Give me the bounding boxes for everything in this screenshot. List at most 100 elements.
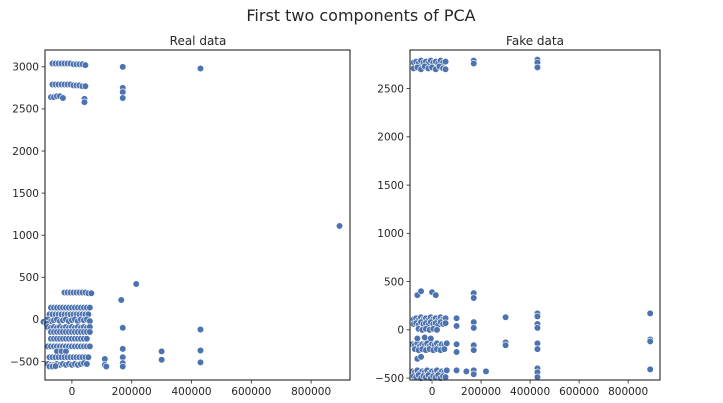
real-data-point — [51, 362, 60, 370]
real-data-y-tick-label: 1000 — [12, 230, 39, 242]
real-data-point — [196, 325, 205, 334]
fake-data-point — [470, 59, 478, 68]
fake-data-point — [421, 333, 429, 342]
fake-data-point — [470, 294, 478, 302]
real-data-point — [87, 289, 95, 297]
fake-data-point — [441, 319, 450, 327]
real-data-title: Real data — [170, 34, 227, 48]
real-data-point — [158, 356, 166, 364]
real-data-point — [81, 61, 89, 69]
real-data-y-tick-label: 500 — [19, 272, 39, 284]
real-data-y-tick-label: 0 — [32, 314, 39, 326]
fake-data-point — [533, 63, 542, 71]
real-data-point — [86, 328, 94, 336]
real-data-point — [83, 335, 91, 343]
fake-data-x-tick-label: 0 — [429, 386, 436, 398]
fake-data-point — [646, 337, 654, 346]
fake-data-x-tick-label: 800000 — [608, 386, 648, 398]
real-data-point — [84, 353, 92, 361]
fake-data-y-tick-label: 2000 — [377, 132, 404, 144]
fake-data-point — [413, 334, 421, 343]
fake-data-point — [427, 334, 435, 343]
real-data-point — [119, 63, 127, 71]
real-data-x-tick-label: 200000 — [112, 386, 152, 398]
fake-data-point — [501, 313, 510, 321]
real-data-point — [86, 304, 94, 312]
fake-data-point — [417, 353, 425, 361]
fake-data-point — [646, 309, 654, 318]
fake-data-point — [452, 366, 461, 374]
real-data-point — [335, 222, 344, 230]
real-data-point — [83, 360, 91, 368]
real-data-point — [196, 346, 205, 355]
real-data-x-tick-label: 400000 — [171, 386, 211, 398]
real-data-point — [196, 358, 205, 366]
real-data-point — [80, 98, 89, 106]
fake-data-point — [533, 345, 542, 353]
real-data-point — [59, 94, 67, 102]
fake-data-axes-frame — [409, 49, 661, 381]
fake-data-axes: 0 200000 400000 600000 800000 −500 0 500 1000 150… — [375, 83, 648, 398]
real-data-point — [196, 64, 205, 73]
fake-data-y-tick-label: 0 — [397, 325, 404, 337]
fake-data-point — [452, 322, 461, 330]
fake-data-point — [470, 370, 478, 378]
real-data-axes: 0 200000 400000 600000 800000 −500 0 500 1000 150… — [10, 62, 331, 398]
real-data-x-tick-label: 0 — [69, 386, 76, 398]
fake-data-y-tick-label: −500 — [375, 373, 404, 385]
fake-data-point — [432, 291, 440, 299]
fake-data-point — [440, 345, 448, 353]
real-data-point — [86, 342, 94, 350]
real-data-x-tick-label: 600000 — [231, 386, 271, 398]
fake-data-points — [408, 56, 654, 382]
fake-data-point — [470, 324, 478, 332]
real-data-point — [102, 362, 110, 371]
real-data-axes-frame — [44, 49, 351, 381]
fake-data-point — [646, 365, 654, 373]
real-data-point — [62, 347, 70, 355]
fake-data-y-tick-label: 1000 — [377, 228, 404, 240]
fake-data-point — [533, 312, 542, 320]
fake-data-point — [501, 341, 510, 349]
fake-data-x-tick-label: 400000 — [510, 386, 550, 398]
figure-title: First two components of PCA — [246, 6, 475, 25]
fake-data-point — [533, 373, 542, 381]
real-data-y-tick-label: 3000 — [12, 62, 39, 74]
fake-data-point — [452, 314, 461, 322]
fake-data-point — [417, 287, 425, 295]
fake-data-y-tick-label: 500 — [384, 276, 404, 288]
fake-data-point — [433, 326, 441, 334]
fake-data-x-tick-label: 600000 — [559, 386, 599, 398]
real-data-y-tick-label: 1500 — [12, 188, 39, 200]
fake-data-point — [482, 367, 490, 375]
real-data-point — [119, 362, 127, 371]
real-data-plot: Real data 0 200000 400000 600000 800000−5000… — [10, 34, 351, 398]
fake-data-plot: Fake data 0 200000 400000 600000 800000−5000… — [375, 34, 661, 398]
real-data-y-tick-label: 2000 — [12, 146, 39, 158]
fake-data-x-tick-label: 200000 — [461, 386, 501, 398]
real-data-point — [158, 347, 166, 355]
fake-data-point — [452, 340, 461, 348]
fake-data-point — [441, 57, 450, 66]
fake-data-point — [441, 65, 450, 73]
fake-data-point — [533, 324, 542, 332]
fake-data-point — [443, 366, 451, 374]
real-data-point — [132, 280, 140, 288]
real-data-point — [119, 324, 127, 332]
fake-data-title: Fake data — [506, 34, 564, 48]
fake-data-y-tick-label: 1500 — [377, 180, 404, 192]
real-data-y-tick-label: −500 — [10, 356, 39, 368]
fake-data-point — [441, 373, 450, 381]
real-data-point — [119, 345, 127, 353]
real-data-x-tick-label: 800000 — [291, 386, 331, 398]
fake-data-point — [452, 348, 461, 356]
real-data-y-tick-label: 2500 — [12, 104, 39, 116]
real-data-points — [39, 59, 344, 371]
real-data-point — [119, 94, 127, 102]
real-data-point — [117, 296, 125, 304]
fake-data-point — [470, 346, 478, 354]
fake-data-y-tick-label: 2500 — [377, 83, 404, 95]
fake-data-point — [462, 367, 470, 375]
real-data-point — [81, 82, 89, 90]
